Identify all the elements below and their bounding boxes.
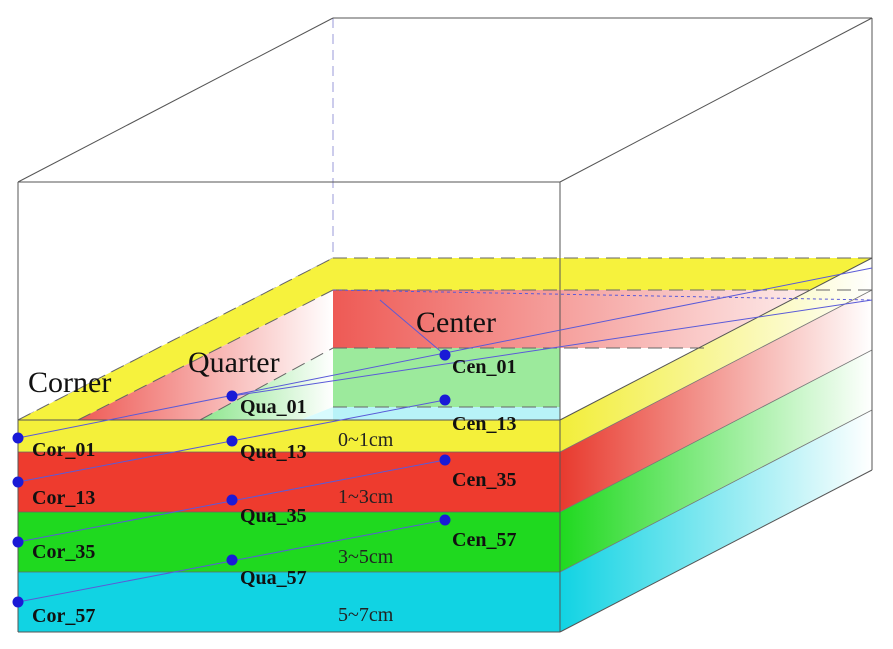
corner-label: Corner [28,366,111,399]
point-marker-qua-35 [226,494,238,506]
point-marker-qua-01 [226,390,238,402]
measurement-points [12,349,451,608]
point-label-cen-13: Cen_13 [452,413,516,435]
point-marker-cen-01 [439,349,451,361]
region-labels: Corner Quarter Center [28,306,496,399]
layer-front-1-3 [18,452,560,512]
point-marker-cor-57 [12,596,24,608]
point-label-cen-35: Cen_35 [452,469,516,491]
point-label-qua-13: Qua_13 [240,441,307,463]
side-face [559,258,873,632]
point-marker-cor-01 [12,432,24,444]
center-label: Center [416,306,496,339]
layer-front-3-5 [18,512,560,572]
point-marker-cen-35 [439,454,451,466]
point-marker-qua-57 [226,554,238,566]
quarter-label: Quarter [188,346,280,379]
point-label-cor-57: Cor_57 [32,605,95,627]
point-labels: Cor_01 Cor_13 Cor_35 Cor_57 Qua_01 Qua_1… [32,356,516,627]
inner-dashed-lines [17,257,872,421]
point-label-cen-01: Cen_01 [452,356,516,378]
point-label-cor-01: Cor_01 [32,439,95,461]
layer-front-0-1 [18,420,560,452]
point-marker-cen-13 [439,394,451,406]
point-marker-cen-57 [439,514,451,526]
point-label-cor-13: Cor_13 [32,487,95,509]
point-marker-cor-13 [12,476,24,488]
point-label-cor-35: Cor_35 [32,541,95,563]
point-label-qua-57: Qua_57 [240,567,307,589]
point-marker-cor-35 [12,536,24,548]
point-label-cen-57: Cen_57 [452,529,516,551]
depth-label-3-5: 3~5cm [338,546,394,568]
depth-label-1-3: 1~3cm [338,486,394,508]
point-marker-qua-13 [226,435,238,447]
depth-label-0-1: 0~1cm [338,429,394,451]
box-outline [17,17,873,633]
depth-labels: 0~1cm 1~3cm 3~5cm 5~7cm [338,429,394,626]
depth-label-5-7: 5~7cm [338,604,394,626]
point-label-qua-01: Qua_01 [240,396,307,418]
layer-front-5-7 [18,572,560,632]
front-face [18,420,560,632]
point-label-qua-35: Qua_35 [240,505,307,527]
